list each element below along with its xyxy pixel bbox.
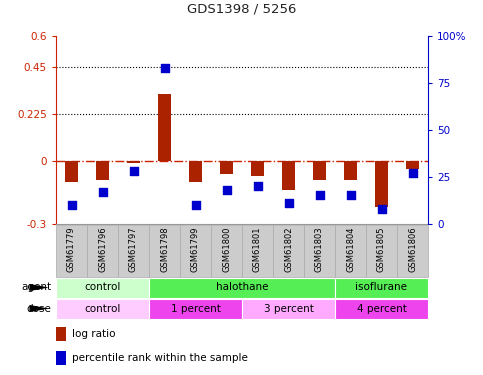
- Bar: [220, 161, 233, 174]
- Bar: [180, 225, 211, 276]
- Text: GSM61799: GSM61799: [191, 227, 200, 272]
- Text: GSM61805: GSM61805: [377, 227, 386, 272]
- Bar: [251, 161, 265, 176]
- Bar: [188, 161, 202, 182]
- Text: GSM61804: GSM61804: [346, 227, 355, 272]
- Point: [284, 200, 292, 206]
- Bar: [211, 225, 242, 276]
- Point: [347, 192, 355, 198]
- Bar: [343, 161, 357, 180]
- Bar: [149, 298, 242, 318]
- Text: GSM61796: GSM61796: [98, 226, 107, 272]
- Text: 3 percent: 3 percent: [264, 303, 313, 313]
- Text: control: control: [85, 282, 121, 292]
- Bar: [127, 161, 141, 163]
- Text: 4 percent: 4 percent: [356, 303, 406, 313]
- Point: [129, 168, 137, 174]
- Bar: [56, 327, 67, 341]
- Bar: [56, 278, 149, 297]
- Text: dose: dose: [26, 303, 51, 313]
- Text: GSM61803: GSM61803: [315, 226, 324, 272]
- Bar: [149, 278, 335, 297]
- Polygon shape: [29, 284, 49, 291]
- Bar: [87, 225, 118, 276]
- Bar: [366, 225, 397, 276]
- Text: GSM61779: GSM61779: [67, 226, 76, 272]
- Point: [68, 202, 75, 208]
- Text: 1 percent: 1 percent: [170, 303, 220, 313]
- Point: [378, 206, 385, 212]
- Bar: [282, 161, 296, 190]
- Bar: [157, 94, 171, 161]
- Bar: [65, 161, 78, 182]
- Bar: [56, 298, 149, 318]
- Text: halothane: halothane: [216, 282, 268, 292]
- Text: control: control: [85, 303, 121, 313]
- Text: isoflurane: isoflurane: [355, 282, 408, 292]
- Bar: [118, 225, 149, 276]
- Point: [99, 189, 106, 195]
- Bar: [406, 161, 419, 170]
- Bar: [335, 278, 428, 297]
- Point: [192, 202, 199, 208]
- Bar: [335, 225, 366, 276]
- Point: [254, 183, 261, 189]
- Text: GSM61798: GSM61798: [160, 226, 169, 272]
- Point: [223, 187, 230, 193]
- Bar: [242, 225, 273, 276]
- Polygon shape: [29, 305, 49, 312]
- Bar: [242, 298, 335, 318]
- Bar: [56, 225, 87, 276]
- Text: agent: agent: [21, 282, 51, 292]
- Bar: [273, 225, 304, 276]
- Bar: [304, 225, 335, 276]
- Text: log ratio: log ratio: [71, 329, 115, 339]
- Text: percentile rank within the sample: percentile rank within the sample: [71, 353, 247, 363]
- Point: [161, 65, 169, 71]
- Bar: [149, 225, 180, 276]
- Text: GSM61801: GSM61801: [253, 227, 262, 272]
- Bar: [374, 161, 388, 207]
- Bar: [96, 161, 110, 180]
- Text: GSM61802: GSM61802: [284, 227, 293, 272]
- Text: GSM61800: GSM61800: [222, 227, 231, 272]
- Bar: [313, 161, 327, 180]
- Bar: [397, 225, 428, 276]
- Text: GSM61806: GSM61806: [408, 226, 417, 272]
- Bar: [56, 351, 67, 365]
- Text: GSM61797: GSM61797: [129, 226, 138, 272]
- Point: [315, 192, 323, 198]
- Bar: [335, 298, 428, 318]
- Text: GDS1398 / 5256: GDS1398 / 5256: [187, 2, 297, 15]
- Point: [409, 170, 416, 176]
